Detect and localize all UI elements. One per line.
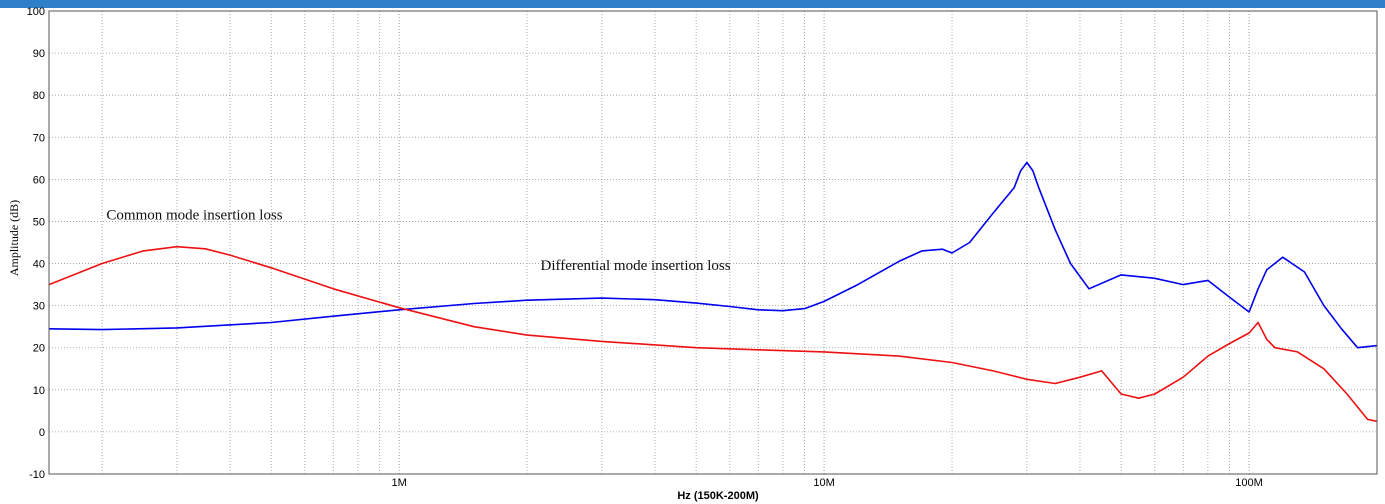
chart-grid bbox=[49, 10, 1378, 475]
annotation-2: Differential mode insertion loss bbox=[540, 258, 730, 274]
y-tick-label: 50 bbox=[33, 216, 45, 228]
window-top-bar bbox=[0, 0, 1385, 8]
series-line-2 bbox=[48, 245, 1378, 423]
annotations: Common mode insertion loss Differential m… bbox=[106, 207, 730, 274]
y-tick-label: 20 bbox=[33, 343, 45, 355]
annotation-1: Common mode insertion loss bbox=[106, 207, 282, 223]
y-tick-label: 10 bbox=[33, 385, 45, 397]
plot-frame bbox=[48, 10, 1378, 475]
y-tick-label: -10 bbox=[29, 469, 45, 481]
x-axis-label: Hz (150K-200M) bbox=[677, 490, 759, 502]
x-tick-label: 100M bbox=[1235, 477, 1263, 489]
y-tick-label: 40 bbox=[33, 259, 45, 271]
y-tick-label: 100 bbox=[27, 6, 45, 18]
series-group bbox=[48, 161, 1378, 423]
x-tick-label: 10M bbox=[813, 477, 834, 489]
y-axis-label: Amplitude (dB) bbox=[7, 200, 21, 276]
y-tick-label: 80 bbox=[33, 90, 45, 102]
y-tick-label: 0 bbox=[39, 427, 45, 439]
x-tick-label: 1M bbox=[391, 477, 406, 489]
series-line-1 bbox=[48, 161, 1378, 349]
y-tick-label: 60 bbox=[33, 174, 45, 186]
y-tick-label: 30 bbox=[33, 301, 45, 313]
x-axis-ticks: 1M 10M 100M bbox=[391, 477, 1262, 489]
y-tick-label: 70 bbox=[33, 132, 45, 144]
y-tick-label: 90 bbox=[33, 48, 45, 60]
